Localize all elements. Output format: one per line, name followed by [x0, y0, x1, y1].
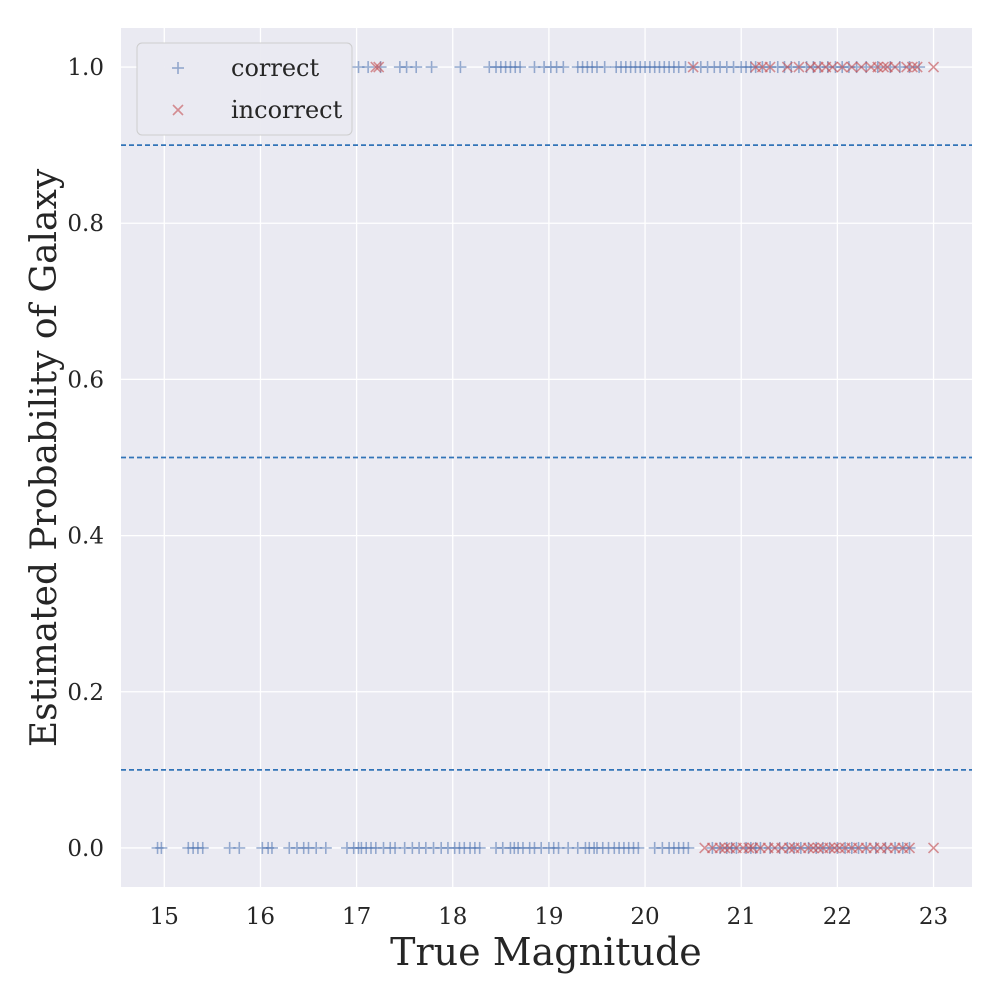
legend-label-correct: correct	[231, 54, 319, 82]
data-point-incorrect	[927, 61, 940, 73]
legend-marker-correct	[172, 62, 184, 74]
x-tick-label: 15	[150, 904, 179, 930]
data-point-correct	[233, 841, 246, 854]
data-point-incorrect	[781, 61, 793, 73]
y-tick-label: 0.2	[67, 680, 104, 706]
data-point-incorrect	[793, 61, 805, 73]
data-point-correct	[155, 841, 168, 854]
legend-label-incorrect: incorrect	[231, 96, 343, 124]
y-tick-label: 1.0	[67, 55, 104, 81]
data-point-correct	[362, 61, 375, 74]
x-tick-label: 21	[727, 904, 756, 930]
data-point-correct	[410, 61, 423, 74]
data-point-correct	[598, 61, 611, 74]
data-point-correct	[425, 61, 438, 74]
x-tick-label: 22	[823, 904, 852, 930]
data-point-incorrect	[906, 61, 918, 73]
y-tick-label: 0.4	[67, 524, 104, 550]
data-point-correct	[913, 61, 926, 74]
data-point-incorrect	[824, 842, 836, 854]
x-tick-label: 17	[342, 904, 371, 930]
legend-marker-incorrect	[172, 104, 184, 116]
x-tick-label: 19	[534, 904, 563, 930]
data-point-incorrect	[807, 842, 819, 854]
y-tick-label: 0.6	[67, 367, 104, 393]
data-point-incorrect	[802, 842, 815, 854]
data-point-correct	[514, 61, 527, 74]
data-point-correct	[196, 841, 209, 854]
data-point-incorrect	[714, 842, 726, 854]
data-point-correct	[319, 841, 332, 854]
x-tick-label: 20	[630, 904, 659, 930]
data-point-incorrect	[687, 61, 699, 73]
y-tick-label: 0.0	[67, 836, 104, 862]
legend-marker-incorrect	[172, 104, 184, 116]
data-point-correct	[557, 61, 570, 74]
data-point-incorrect	[719, 842, 731, 854]
data-point-correct	[265, 841, 278, 854]
data-point-incorrect	[927, 842, 940, 854]
data-point-correct	[473, 841, 486, 854]
data-point-correct	[454, 61, 467, 74]
data-point-incorrect	[812, 842, 824, 854]
y-axis-ticks: 0.0 0.2 0.4 0.6 0.8 1.0	[67, 55, 104, 862]
data-points	[151, 61, 940, 854]
legend-marker-correct	[172, 62, 184, 74]
data-point-incorrect	[783, 842, 795, 854]
y-tick-label: 0.8	[67, 211, 104, 237]
data-point-incorrect	[836, 61, 848, 73]
data-point-incorrect	[877, 61, 890, 73]
data-point-incorrect	[828, 842, 841, 854]
y-axis-label: Estimated Probability of Galaxy	[24, 168, 65, 747]
x-tick-label: 23	[919, 904, 948, 930]
data-point-correct	[632, 841, 645, 854]
threshold-lines	[121, 144, 972, 771]
legend: correct incorrect	[136, 42, 353, 136]
data-point-incorrect	[911, 61, 923, 73]
data-point-incorrect	[373, 61, 385, 73]
legend-box	[136, 42, 353, 136]
data-point-incorrect	[743, 842, 755, 854]
x-axis-label: True Magnitude	[390, 930, 702, 974]
x-tick-label: 16	[246, 904, 275, 930]
x-axis-ticks: 15 16 17 18 19 20 21 22 23	[150, 904, 949, 930]
data-point-incorrect	[827, 61, 839, 73]
data-point-incorrect	[855, 61, 867, 73]
data-point-correct	[682, 841, 695, 854]
data-point-incorrect	[370, 61, 382, 73]
x-tick-label: 18	[438, 904, 467, 930]
data-point-incorrect	[903, 842, 916, 854]
data-point-incorrect	[764, 61, 776, 73]
data-point-incorrect	[889, 61, 901, 73]
data-point-incorrect	[846, 61, 858, 73]
